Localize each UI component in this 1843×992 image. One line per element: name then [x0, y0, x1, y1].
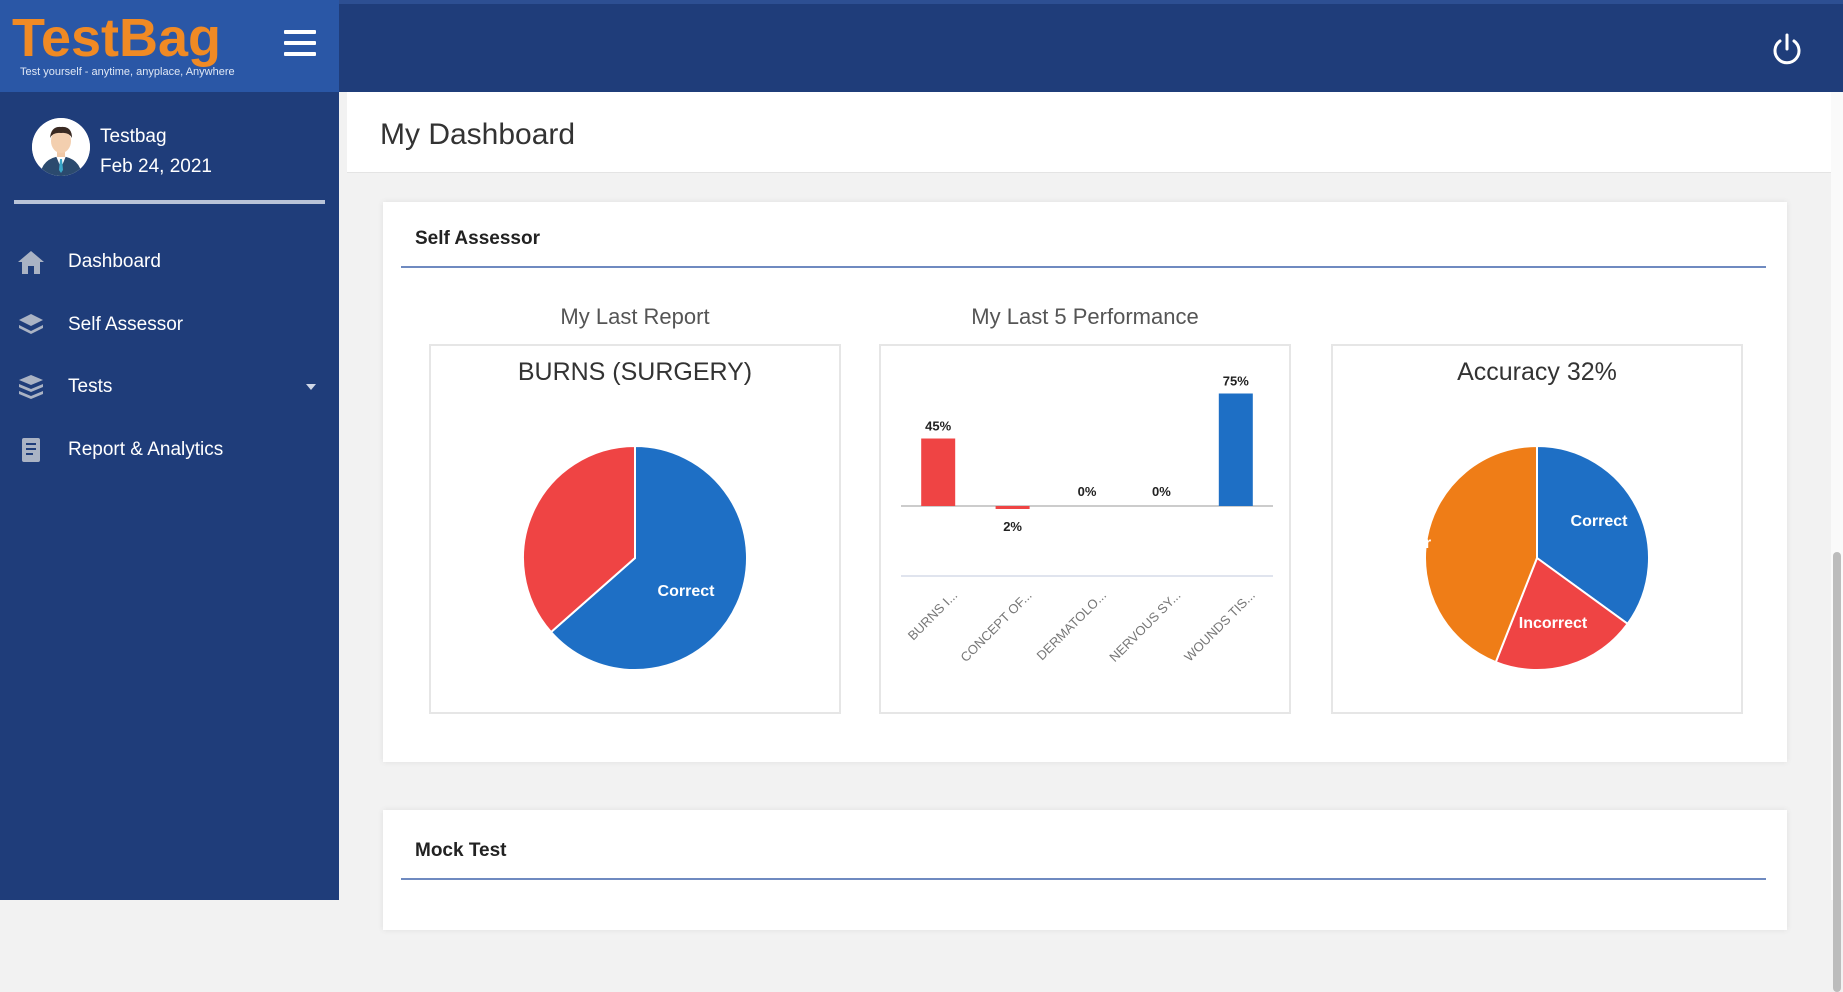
pie-chart: Correct Incorrect Not Answer	[1343, 444, 1650, 671]
pie-slice-correct[interactable]	[1536, 444, 1650, 626]
logo-area: TestBag Test yourself - anytime, anyplac…	[0, 0, 339, 92]
sidebar-item-label: Dashboard	[68, 251, 161, 272]
chevron-down-icon	[306, 384, 316, 390]
menu-toggle-icon[interactable]	[284, 30, 316, 60]
pie-slice-incorrect[interactable]	[1494, 556, 1630, 671]
sidebar-item-report-analytics[interactable]: Report & Analytics	[16, 430, 326, 470]
page-title: My Dashboard	[380, 118, 576, 151]
pie-label: Incorrect	[451, 515, 520, 532]
accuracy-chart: Accuracy 32% Correct Incorrect Not Answer	[1331, 344, 1743, 714]
sidebar-item-label: Report & Analytics	[68, 439, 224, 460]
self-assessor-card: Self Assessor My Last Report My Last 5 P…	[383, 202, 1787, 762]
chart-title: Accuracy 32%	[1457, 358, 1617, 386]
bar-data-label: 2%	[1003, 519, 1022, 534]
chart-title: BURNS (SURGERY)	[517, 358, 753, 386]
last-report-chart: BURNS (SURGERY) Correct Incorrect Not Answ…	[429, 344, 841, 714]
brand-tagline: Test yourself - anytime, anyplace, Anywh…	[20, 66, 235, 78]
top-navbar	[339, 0, 1843, 92]
main-content: My Dashboard Self Assessor My Last Repor…	[339, 92, 1843, 930]
bar[interactable]	[921, 438, 956, 507]
bar-data-label: 75%	[1223, 374, 1249, 389]
pie-label: Correct	[658, 583, 716, 600]
bar[interactable]	[1218, 393, 1253, 507]
x-tick-label: BURNS I...	[905, 588, 961, 644]
bar[interactable]	[995, 506, 1030, 509]
home-icon	[16, 248, 46, 276]
chart-caption: My Last Report	[560, 304, 710, 329]
sidebar-divider	[14, 200, 325, 204]
sidebar-item-self-assessor[interactable]: Self Assessor	[16, 305, 326, 345]
sidebar-item-label: Self Assessor	[68, 314, 184, 335]
power-icon[interactable]	[1769, 32, 1805, 68]
pie-label: Not Answer	[441, 477, 529, 494]
pie-slice-not-answer[interactable]	[1424, 444, 1538, 664]
page-header: My Dashboard	[347, 92, 1843, 173]
last5-performance-chart: 45% BURNS I... 2% CONCEPT OF... 0% DERMATOLO.…	[879, 344, 1291, 714]
x-tick-label: NERVOUS SY...	[1106, 588, 1183, 665]
layers-icon	[16, 311, 46, 339]
brand-logo[interactable]: TestBag	[12, 8, 222, 68]
pie-chart: Correct Incorrect Not Answer	[441, 444, 748, 671]
avatar	[32, 118, 90, 176]
pie-label: Incorrect	[1519, 615, 1588, 632]
card-divider	[401, 878, 1766, 880]
x-tick-label: CONCEPT OF...	[957, 588, 1034, 665]
mock-test-card: Mock Test	[383, 810, 1787, 930]
x-tick-label: DERMATOLO...	[1033, 588, 1109, 664]
bar-data-label: 0%	[1078, 484, 1097, 499]
bar-data-label: 45%	[925, 419, 951, 434]
sidebar-item-dashboard[interactable]: Dashboard	[16, 242, 326, 282]
card-title: Mock Test	[415, 840, 507, 861]
card-divider	[401, 266, 1766, 268]
stack-icon	[16, 373, 46, 401]
pie-slice-correct[interactable]	[549, 444, 748, 671]
sidebar-item-tests[interactable]: Tests	[16, 367, 326, 407]
card-title: Self Assessor	[415, 228, 540, 249]
pie-label: Not Answer	[1343, 535, 1431, 552]
x-tick-label: WOUNDS TIS...	[1181, 588, 1258, 665]
scrollbar[interactable]	[1831, 92, 1843, 992]
chart-caption: My Last 5 Performance	[971, 304, 1199, 329]
pie-label: Correct	[1571, 513, 1629, 530]
sidebar: TestBag Test yourself - anytime, anyplac…	[0, 0, 339, 900]
bar-data-label: 0%	[1152, 484, 1171, 499]
report-icon	[16, 436, 46, 464]
user-name: Testbag	[100, 126, 167, 147]
scrollbar-thumb[interactable]	[1833, 552, 1841, 992]
pie-slice-incorrect[interactable]	[522, 444, 636, 634]
bar-chart: 45% BURNS I... 2% CONCEPT OF... 0% DERMATOLO.…	[901, 374, 1273, 665]
user-date: Feb 24, 2021	[100, 156, 212, 177]
sidebar-item-label: Tests	[68, 376, 113, 397]
